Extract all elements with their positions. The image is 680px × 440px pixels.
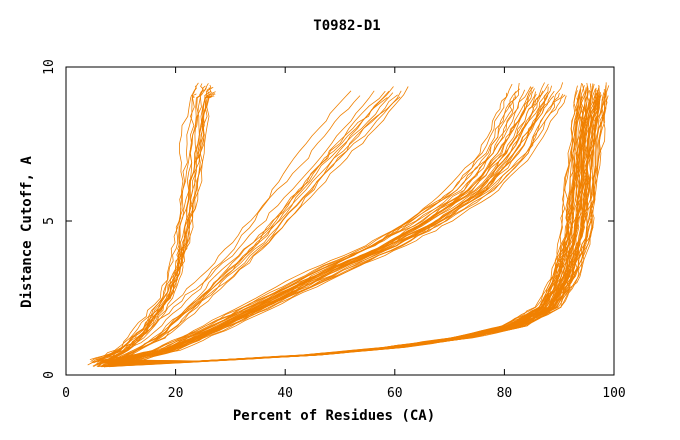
model-curve	[114, 96, 401, 367]
y-axis-label: Distance Cutoff, A	[19, 156, 35, 308]
y-tick-label: 10	[42, 59, 57, 75]
x-tick-label: 0	[62, 386, 70, 401]
model-curve	[104, 89, 598, 363]
model-curve	[108, 87, 532, 361]
model-curve	[93, 92, 213, 364]
model-curve	[103, 88, 591, 364]
model-curve	[101, 89, 526, 364]
model-curve	[96, 83, 204, 361]
model-curve	[108, 90, 390, 365]
model-curve	[115, 83, 549, 361]
x-tick-label: 60	[387, 386, 403, 401]
model-curve	[122, 95, 567, 366]
model-curve	[112, 93, 537, 367]
model-curve	[103, 96, 515, 367]
model-curve	[119, 92, 560, 367]
model-curve	[101, 88, 520, 361]
model-curve	[90, 93, 197, 362]
model-curve	[104, 91, 517, 362]
x-tick-label: 20	[168, 386, 184, 401]
model-curve	[92, 95, 214, 367]
model-curve	[116, 95, 549, 365]
model-curve	[100, 82, 520, 368]
x-tick-label: 100	[602, 386, 625, 401]
y-tick-label: 5	[42, 217, 57, 225]
chart-title: T0982-D1	[313, 18, 380, 34]
model-curve	[115, 95, 555, 363]
model-curve	[102, 90, 352, 364]
series-layer	[87, 82, 610, 368]
model-curve	[101, 92, 508, 364]
model-curve	[96, 88, 581, 364]
model-curve	[98, 84, 212, 366]
x-tick-label: 80	[497, 386, 513, 401]
model-curve	[95, 85, 206, 361]
model-curve	[103, 83, 513, 368]
model-curve	[107, 90, 375, 362]
model-curve	[102, 85, 585, 362]
model-curve	[98, 95, 361, 361]
x-axis-label: Percent of Residues (CA)	[233, 408, 435, 424]
model-curve	[108, 91, 549, 365]
model-curve	[116, 85, 552, 367]
model-curve	[115, 90, 402, 361]
model-curve	[87, 85, 197, 366]
model-curve	[108, 97, 388, 367]
y-tick-label: 0	[42, 371, 57, 379]
ticks-layer: 0 20 40 60 80 100 0 5 10	[42, 59, 626, 401]
model-curve	[97, 95, 215, 368]
x-tick-label: 40	[277, 386, 293, 401]
model-curve	[119, 93, 564, 364]
model-curve	[120, 94, 566, 361]
